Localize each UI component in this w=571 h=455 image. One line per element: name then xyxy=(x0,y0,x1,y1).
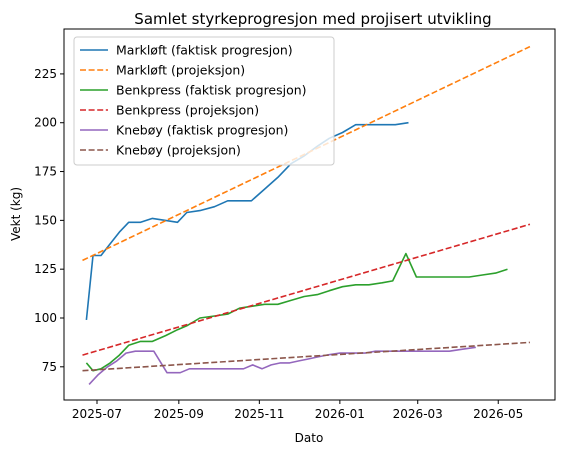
x-tick-label: 2025-11 xyxy=(234,407,284,421)
axes-frame xyxy=(63,28,556,401)
y-tick-label: 125 xyxy=(34,262,57,276)
y-tick-label: 175 xyxy=(34,165,57,179)
y-axis-label: Vekt (kg) xyxy=(9,187,23,241)
series-line-2 xyxy=(85,252,508,372)
legend: Markløft (faktisk progresjon) Markløft (p… xyxy=(73,36,335,166)
x-tick-label: 2025-07 xyxy=(72,407,122,421)
legend-label: Benkpress (faktisk progresjon) xyxy=(116,83,307,98)
x-tick-label: 2026-05 xyxy=(473,407,523,421)
chart-title: Samlet styrkeprogresjon med projisert ut… xyxy=(134,10,491,28)
legend-label: Benkpress (projeksjon) xyxy=(116,103,259,118)
series-layer xyxy=(82,45,531,385)
series-line-5 xyxy=(82,341,530,372)
y-tick-label: 75 xyxy=(42,360,57,374)
y-axis: 75 100 125 150 175 200 225 xyxy=(34,67,64,374)
series-line-1 xyxy=(82,45,531,262)
legend-label: Knebøy (projeksjon) xyxy=(116,143,241,158)
legend-label: Markløft (faktisk progresjon) xyxy=(116,43,293,58)
x-axis-label: Dato xyxy=(295,431,324,445)
y-tick-label: 200 xyxy=(34,116,57,130)
x-tick-label: 2026-03 xyxy=(393,407,443,421)
y-tick-label: 100 xyxy=(34,311,57,325)
x-axis: 2025-07 2025-09 2025-11 2026-01 2026-03 2026-… xyxy=(72,400,523,421)
y-tick-label: 225 xyxy=(34,67,57,81)
legend-frame xyxy=(73,36,335,166)
y-tick-label: 150 xyxy=(34,213,57,227)
series-line-3 xyxy=(82,223,531,356)
x-tick-label: 2026-01 xyxy=(315,407,365,421)
series-line-0 xyxy=(85,121,409,320)
x-tick-label: 2025-09 xyxy=(154,407,204,421)
legend-label: Knebøy (faktisk progresjon) xyxy=(116,123,288,138)
legend-label: Markløft (projeksjon) xyxy=(116,63,245,78)
